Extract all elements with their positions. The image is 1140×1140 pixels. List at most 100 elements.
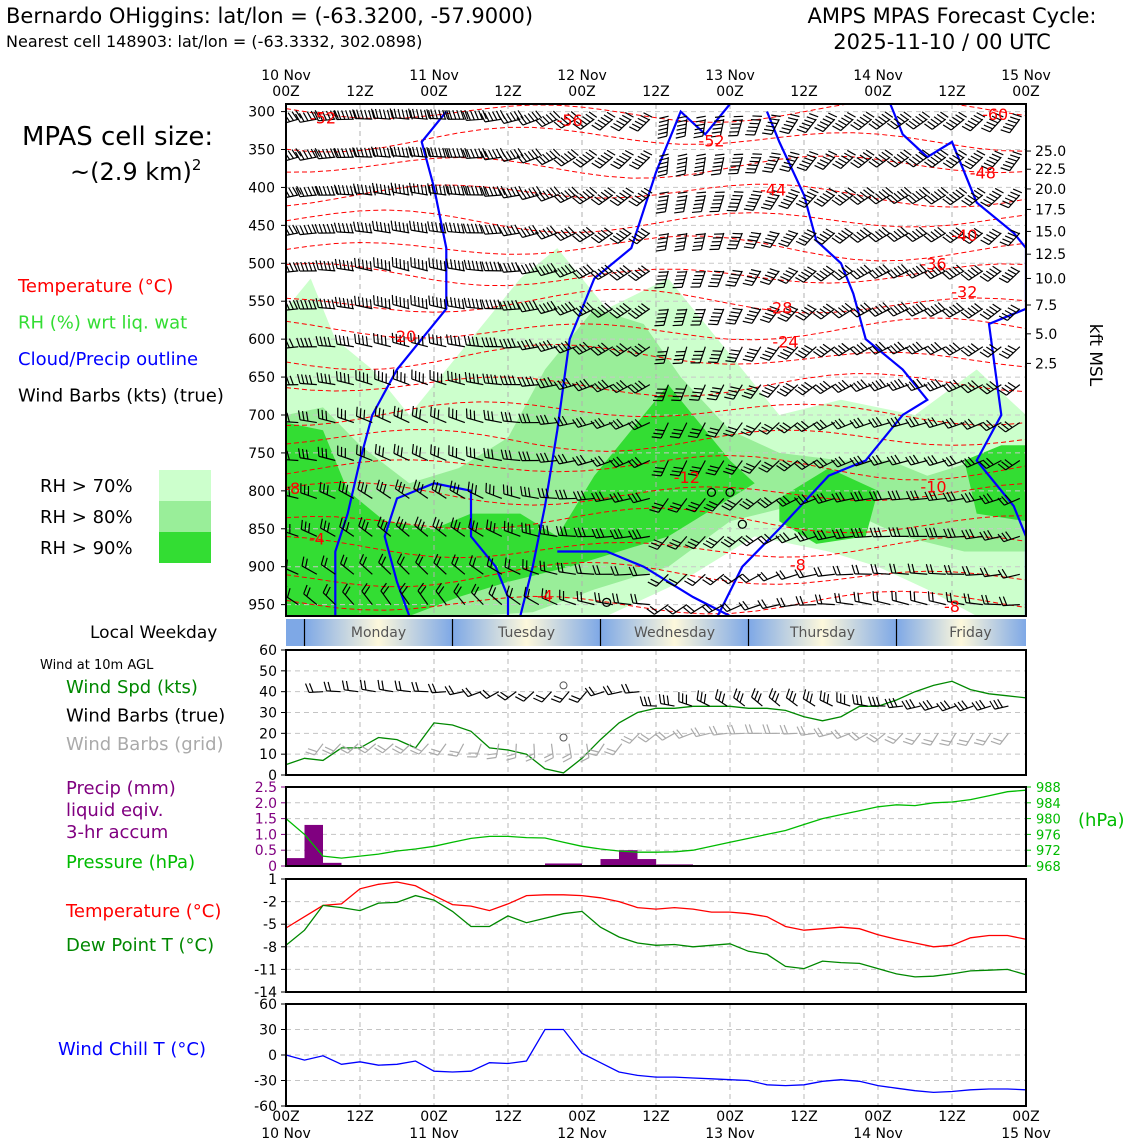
barb-flag [493,261,498,271]
barb-flag [897,341,905,350]
barb-flag [925,564,930,574]
temp-legend: Temperature (°C)Dew Point T (°C) [65,901,221,956]
barb-flag [751,688,756,698]
barb-flag [393,146,397,157]
upper-wind-barb [320,555,336,575]
upper-wind-barb [609,343,632,357]
barb-flag [674,245,685,248]
barb-flag [894,379,901,389]
barb-flag [484,224,490,235]
barb-staff [355,192,373,196]
barb-flag [779,570,786,579]
barb-flag [696,690,700,700]
barb-flag [430,109,434,119]
barb-staff [783,460,799,472]
surface-wind-barb [696,690,710,707]
barb-staff [947,535,965,539]
barb-flag [538,524,542,534]
upper-wind-barb [759,306,780,323]
barb-flag [952,379,961,388]
barb-flag [723,602,731,611]
pressure-tick-label: 800 [248,484,275,500]
barb-flag [826,693,830,704]
barb-flag [549,150,557,158]
precip-bar [286,858,305,866]
bottom-hour-label: 12Z [494,1109,521,1125]
barb-staff [540,270,558,277]
barb-staff [636,194,651,207]
barb-staff [410,191,428,196]
barb-flag [627,386,636,394]
barb-flag [825,153,835,159]
barb-flag [967,418,976,427]
barb-flag [437,586,445,595]
barb-staff [635,346,651,357]
y-tick-label: -2 [263,895,277,911]
upper-wind-barb [794,381,817,396]
barb-flag [608,421,617,430]
barb-staff [395,488,410,499]
barb-staff [678,422,688,439]
barb-staff [450,526,466,537]
barb-staff [783,732,798,735]
pressure-tick-label: 984 [1036,797,1061,812]
barb-flag [627,312,637,319]
barb-flag [329,148,335,158]
upper-wind-barb [981,594,1002,606]
barb-flag [992,265,1001,272]
y-tick-label: 60 [259,997,277,1013]
barb-flag [393,108,397,119]
barb-flag [687,577,696,584]
barb-flag [590,310,599,318]
barb-flag [730,724,736,734]
barb-flag [855,564,860,575]
barb-flag [368,223,372,233]
barb-flag [292,186,298,196]
barb-flag [641,303,650,310]
barb-flag [764,312,775,317]
barb-flag [937,189,946,197]
grid-wind-barb [525,743,536,762]
barb-staff [392,155,410,158]
barb-flag [872,696,876,707]
barb-flag [447,370,449,381]
barb-staff [597,346,614,356]
upper-wind-barb [666,535,688,550]
upper-wind-barb [390,220,410,234]
barb-flag [859,191,869,199]
y-tick-label: 1 [268,872,277,888]
temperature-contour [286,373,1026,397]
barb-flag [594,492,601,502]
upper-wind-barb [480,224,502,235]
barb-staff [690,604,706,615]
barb-flag [745,498,755,505]
barb-flag [854,491,860,501]
barb-flag [694,237,705,240]
upper-wind-barb [776,460,799,472]
temperature-contour [286,454,1026,481]
barb-staff [484,232,502,235]
barb-flag [991,115,1001,121]
barb-flag [279,412,281,421]
cloud-outline [383,482,510,616]
barb-flag [427,221,431,231]
barb-flag [742,537,751,545]
temperature-label: -8 [944,597,960,616]
barb-flag [496,186,502,196]
barb-flag [624,149,634,156]
temperature-contour [286,104,1026,123]
temperature-contours [286,104,1026,615]
barb-flag [281,339,285,348]
barb-staff [355,379,373,386]
barb-staff [541,156,558,166]
barb-flag [748,348,759,352]
barb-flag [553,186,561,195]
barb-flag [580,592,583,602]
upper-wind-barb [315,336,336,348]
barb-staff [735,194,743,212]
barb-staff [326,690,341,693]
barb-flag [783,198,793,203]
upper-wind-barb [500,411,521,424]
cloud-outline [519,104,731,616]
barb-flag [302,150,309,160]
